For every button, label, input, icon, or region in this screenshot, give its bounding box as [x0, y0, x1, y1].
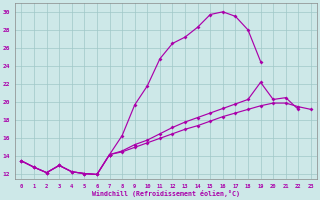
- X-axis label: Windchill (Refroidissement éolien,°C): Windchill (Refroidissement éolien,°C): [92, 190, 240, 197]
